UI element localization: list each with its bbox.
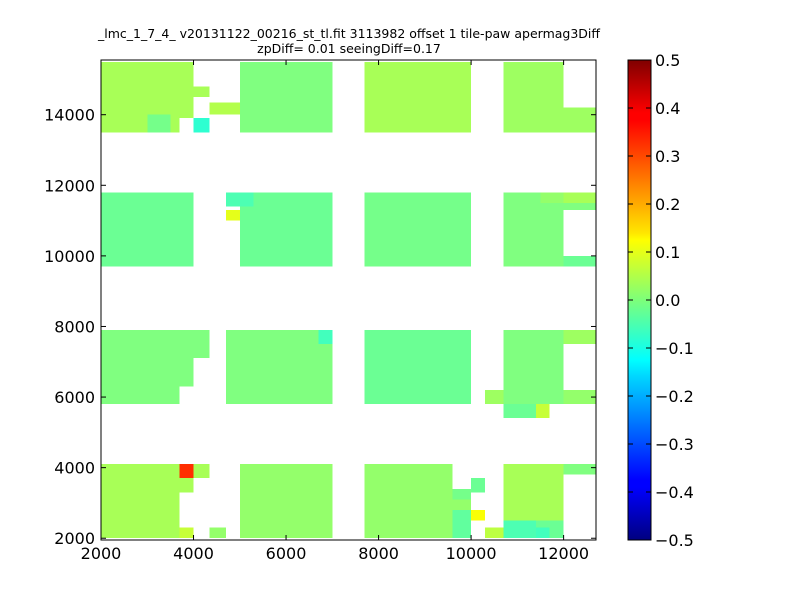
heatmap-cell [471, 510, 485, 521]
heatmap-cell [209, 102, 226, 115]
heatmap-cell [563, 390, 596, 405]
colorbar-tick-label: 0.5 [655, 51, 680, 70]
heatmap-missing-cell [563, 474, 596, 521]
colorbar-tick-label: −0.1 [655, 339, 694, 358]
heatmap-cell [563, 118, 596, 133]
heatmap-cell [193, 118, 210, 133]
heatmap-cell [209, 527, 226, 539]
y-tick-label: 4000 [54, 459, 95, 478]
heatmap-missing-cell [563, 210, 596, 256]
heatmap-block [364, 192, 472, 267]
heatmap-missing-cell [193, 61, 210, 87]
y-tick-label: 12000 [44, 176, 95, 195]
y-tick-label: 14000 [44, 106, 95, 125]
heatmap-block [225, 61, 333, 133]
plot-area [100, 59, 597, 541]
heatmap-cell [147, 114, 171, 133]
heatmap-cell [179, 478, 194, 493]
heatmap-missing-cell [193, 478, 210, 493]
y-tick-label: 10000 [44, 247, 95, 266]
heatmap-cell [484, 527, 504, 539]
y-tick-label: 8000 [54, 317, 95, 336]
colorbar-tick-label: 0.0 [655, 291, 680, 310]
colorbar-tick-label: −0.3 [655, 435, 694, 454]
heatmap-cell [563, 255, 596, 267]
heatmap-block [225, 330, 333, 405]
heatmap-cell [318, 330, 333, 345]
heatmap-cell [452, 510, 472, 539]
heatmap-cell [452, 488, 472, 500]
heatmap-cell [535, 527, 550, 539]
heatmap-cell [225, 210, 240, 221]
colorbar-tick-label: −0.2 [655, 387, 694, 406]
colorbar-tick-label: −0.5 [655, 531, 694, 550]
y-tick-label: 6000 [54, 388, 95, 407]
chart-title-line2: zpDiff= 0.01 seeingDiff=0.17 [257, 41, 441, 56]
heatmap-block [364, 61, 472, 133]
x-tick-label: 2000 [81, 544, 122, 563]
heatmap-cell [563, 192, 596, 203]
y-tick-label: 2000 [54, 529, 95, 548]
heatmap-cell [563, 464, 596, 475]
x-tick-label: 8000 [358, 544, 399, 563]
heatmap-missing-cell [179, 386, 210, 405]
colorbar-tick-label: −0.4 [655, 483, 694, 502]
heatmap-cell [484, 390, 504, 405]
heatmap-cell [503, 520, 536, 539]
heatmap-cell [563, 330, 596, 345]
colorbar-tick-label: 0.3 [655, 147, 680, 166]
plot-frame [100, 59, 597, 541]
colorbar-gradient [628, 60, 651, 540]
x-tick-label: 12000 [538, 544, 589, 563]
x-tick-label: 10000 [446, 544, 497, 563]
colorbar-tick-label: 0.4 [655, 99, 680, 118]
x-tick-label: 6000 [266, 544, 307, 563]
x-tick-label: 4000 [173, 544, 214, 563]
heatmap-missing-cell [563, 61, 596, 108]
heatmap-cell [179, 464, 194, 479]
colorbar: 0.5 0.4 0.3 0.2 0.1 0.0 −0.1 −0.2 −0.3 −0.4 −0.5 [627, 51, 694, 550]
heatmap-missing-cell [193, 192, 210, 267]
chart-title-line1: _lmc_1_7_4_ v20131122_00216_st_tl.fit 31… [97, 26, 600, 41]
colorbar-tick-label: 0.1 [655, 243, 680, 262]
heatmap-missing-cell [563, 520, 596, 539]
heatmap-missing-cell [563, 344, 596, 390]
heatmap-cell [179, 527, 194, 539]
heatmap-block [364, 330, 472, 405]
heatmap-cell [225, 102, 240, 115]
heatmap-cell [225, 192, 254, 207]
heatmap-cell [503, 404, 536, 419]
heatmap-missing-cell [225, 464, 240, 539]
heatmap-missing-cell [193, 97, 210, 119]
heatmap-missing-cell [193, 358, 210, 387]
heatmap-block [101, 192, 210, 267]
x-axis: 2000 4000 6000 8000 10000 12000 [81, 60, 589, 563]
colorbar-tick-label: 0.2 [655, 195, 680, 214]
heatmap-cell [471, 478, 485, 493]
heatmap-cell [535, 404, 550, 419]
y-axis: 2000 4000 6000 8000 10000 12000 14000 [44, 106, 596, 548]
heatmap-block [225, 464, 333, 539]
heatmap-missing-cell [225, 61, 240, 133]
heatmap-cell [540, 192, 564, 203]
